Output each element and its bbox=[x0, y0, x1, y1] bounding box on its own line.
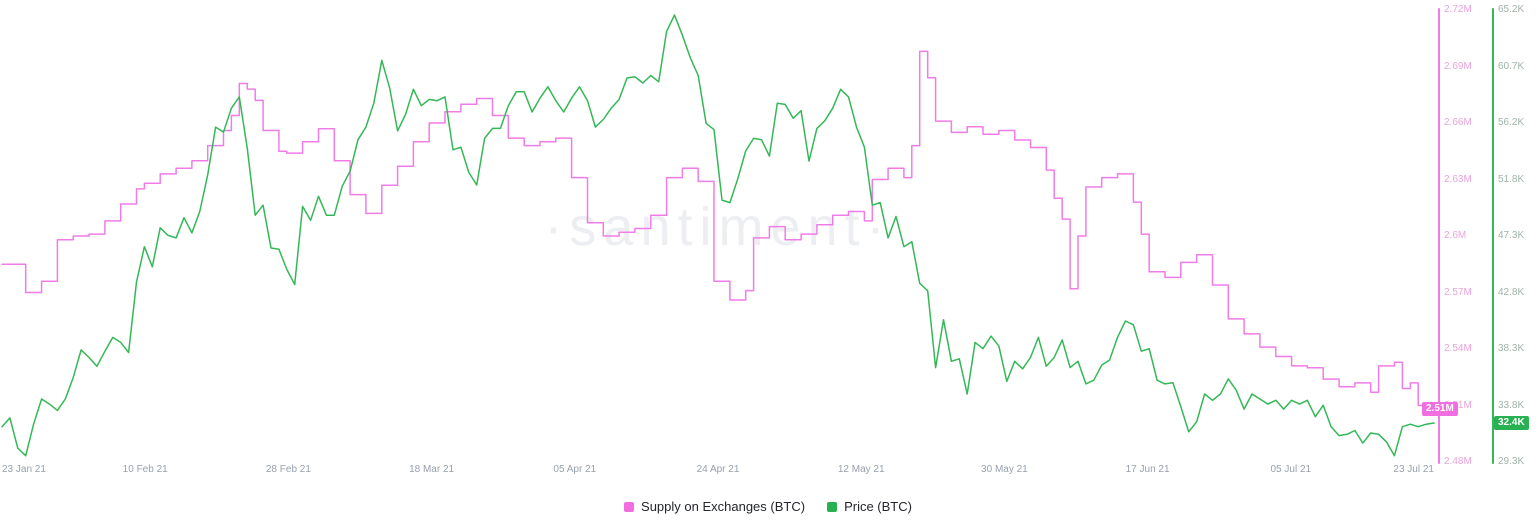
supply-swatch-icon bbox=[624, 501, 635, 512]
axis-tick-label: 2.6M bbox=[1444, 230, 1467, 241]
axis-tick-label: 38.3K bbox=[1498, 343, 1525, 354]
axis-tick-label: 2.63M bbox=[1444, 173, 1472, 185]
legend-item-supply[interactable]: Supply on Exchanges (BTC) bbox=[624, 499, 805, 514]
legend-label-supply: Supply on Exchanges (BTC) bbox=[641, 499, 806, 514]
price-axis-line bbox=[1492, 8, 1494, 464]
axis-tick-label: 2.57M bbox=[1444, 286, 1472, 298]
legend-label-price: Price (BTC) bbox=[844, 499, 912, 514]
axis-tick-label: 51.8K bbox=[1498, 173, 1525, 185]
price-line-path bbox=[1, 14, 1435, 457]
x-axis-tick-label: 17 Jun 21 bbox=[1125, 464, 1170, 475]
axis-tick-label: 2.54M bbox=[1444, 343, 1472, 354]
supply-axis-line bbox=[1438, 8, 1440, 464]
axis-tick-label: 56.2K bbox=[1498, 117, 1525, 128]
axis-tick-label: 29.3K bbox=[1498, 456, 1525, 467]
axis-tick-label: 33.8K bbox=[1498, 399, 1525, 411]
x-axis-tick-label: 24 Apr 21 bbox=[696, 464, 740, 475]
supply-line-path bbox=[1, 50, 1435, 411]
axis-tick-label: 2.69M bbox=[1444, 60, 1472, 72]
legend-item-price[interactable]: Price (BTC) bbox=[827, 499, 912, 514]
x-axis-tick-label: 28 Feb 21 bbox=[265, 464, 311, 475]
axis-tick-label: 60.7K bbox=[1498, 60, 1525, 72]
x-axis-tick-label: 12 May 21 bbox=[837, 464, 885, 475]
price-swatch-icon bbox=[827, 501, 838, 512]
x-axis-tick-label: 05 Apr 21 bbox=[553, 464, 597, 475]
x-axis-tick-label: 23 Jan 21 bbox=[2, 464, 46, 475]
axis-tick-label: 42.8K bbox=[1498, 286, 1525, 298]
axis-tick-label: 2.72M bbox=[1444, 4, 1472, 15]
x-axis-tick-label: 10 Feb 21 bbox=[122, 464, 168, 475]
x-axis-tick-label: 05 Jul 21 bbox=[1270, 464, 1312, 475]
x-axis-tick-label: 18 Mar 21 bbox=[409, 464, 455, 475]
axis-tick-label: 2.51M bbox=[1444, 399, 1472, 411]
x-axis-labels: 23 Jan 21 10 Feb 21 28 Feb 21 18 Mar 21 05 A… bbox=[0, 464, 1436, 478]
x-axis-tick-label: 23 Jul 21 bbox=[1393, 464, 1434, 475]
legend: Supply on Exchanges (BTC) Price (BTC) bbox=[0, 499, 1536, 514]
price-current-value-badge: 32.4K bbox=[1494, 415, 1529, 430]
axis-tick-label: 2.66M bbox=[1444, 117, 1472, 128]
axis-tick-label: 47.3K bbox=[1498, 230, 1525, 241]
supply-current-value-badge: 2.51M bbox=[1422, 402, 1458, 417]
x-axis-tick-label: 30 May 21 bbox=[981, 464, 1028, 475]
axis-tick-label: 65.2K bbox=[1498, 4, 1525, 15]
axis-tick-label: 2.48M bbox=[1444, 456, 1472, 467]
